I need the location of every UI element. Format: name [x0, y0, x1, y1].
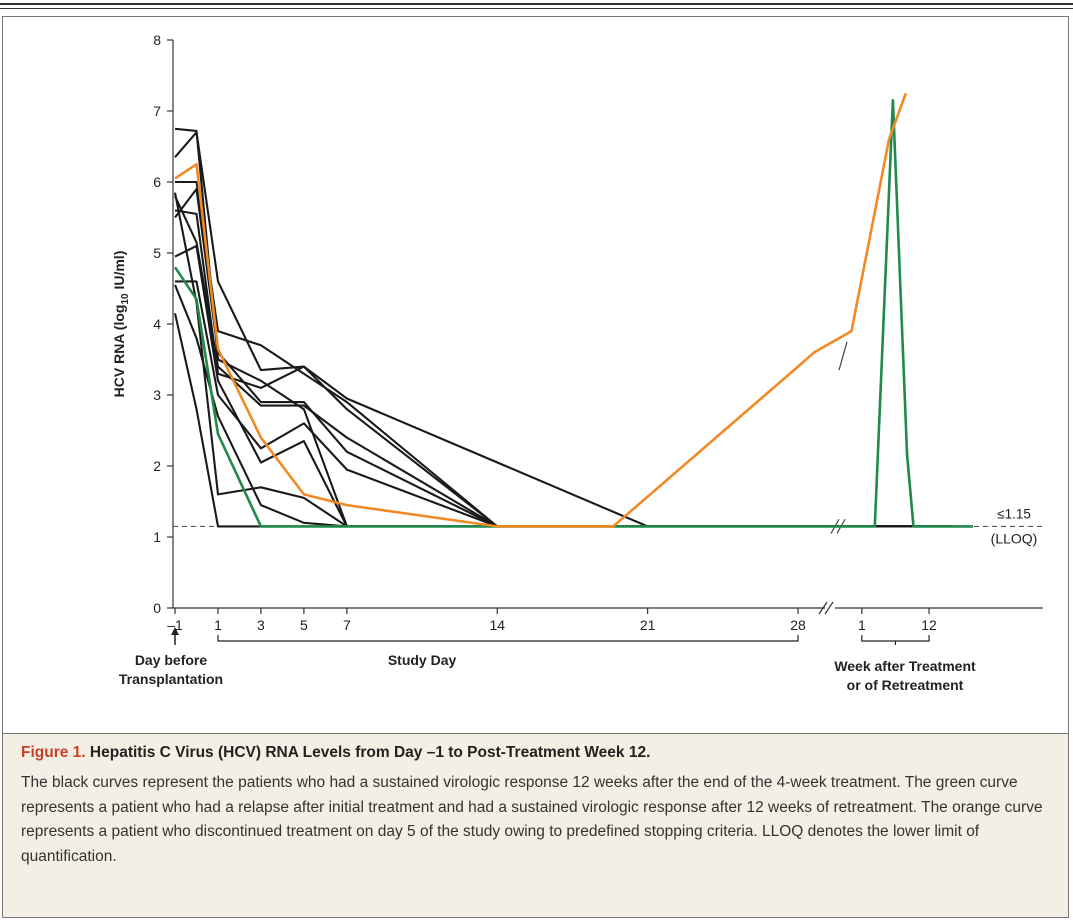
y-tick-label: 6: [153, 174, 161, 190]
y-tick-label: 2: [153, 458, 161, 474]
x-tick-label: 3: [257, 617, 265, 633]
top-rule: [0, 3, 1073, 5]
series-black-line: [174, 244, 953, 528]
study-day-bracket: [217, 635, 799, 642]
x-tick-label: 1: [214, 617, 222, 633]
lloq-label: ≤1.15: [997, 506, 1031, 521]
y-tick-label: 7: [153, 103, 161, 119]
day-before-arrow-head: [171, 627, 179, 635]
x-group-label-day-before: Transplantation: [119, 671, 223, 687]
series-black-line: [174, 127, 953, 528]
y-tick-label: 8: [153, 32, 161, 48]
series-green-line: [173, 99, 973, 528]
x-tick-label: 28: [790, 617, 806, 633]
curve-break-mark: [838, 341, 848, 371]
y-tick-label: 4: [153, 316, 161, 332]
y-tick-label: 3: [153, 387, 161, 403]
series-orange-line: [174, 92, 908, 528]
y-tick-label: 1: [153, 529, 161, 545]
x-axis-break-mark: [818, 601, 828, 615]
x-tick-label: 21: [640, 617, 656, 633]
x-tick-label: –1: [167, 617, 183, 633]
y-tick-label: 0: [153, 600, 161, 616]
lloq-label: (LLOQ): [991, 530, 1038, 546]
x-group-label-week-after: Week after Treatment: [834, 658, 976, 674]
caption-title: Figure 1. Hepatitis C Virus (HCV) RNA Le…: [21, 742, 1052, 763]
top-rule-thin: [0, 8, 1073, 9]
x-tick-label: 1: [858, 617, 866, 633]
series-black-line: [175, 180, 953, 528]
x-group-label-study-day: Study Day: [388, 652, 457, 668]
caption-body: The black curves represent the patients …: [21, 774, 1043, 865]
week-bracket: [861, 635, 930, 642]
series-black-line: [174, 188, 953, 528]
x-tick-label: 12: [921, 617, 937, 633]
series-black-line: [174, 131, 953, 528]
figure-caption: Figure 1. Hepatitis C Virus (HCV) RNA Le…: [2, 733, 1069, 918]
caption-title-text: Hepatitis C Virus (HCV) RNA Levels from …: [89, 744, 651, 761]
x-tick-label: 7: [343, 617, 351, 633]
y-tick-label: 5: [153, 245, 161, 261]
caption-label: Figure 1.: [21, 744, 86, 761]
y-axis-title: HCV RNA (log10 IU/ml): [111, 251, 131, 398]
x-group-label-day-before: Day before: [135, 652, 208, 668]
x-axis-break-mark: [824, 601, 834, 615]
x-tick-label: 14: [489, 617, 505, 633]
x-tick-label: 5: [300, 617, 308, 633]
x-group-label-week-after: or of Retreatment: [847, 677, 964, 693]
